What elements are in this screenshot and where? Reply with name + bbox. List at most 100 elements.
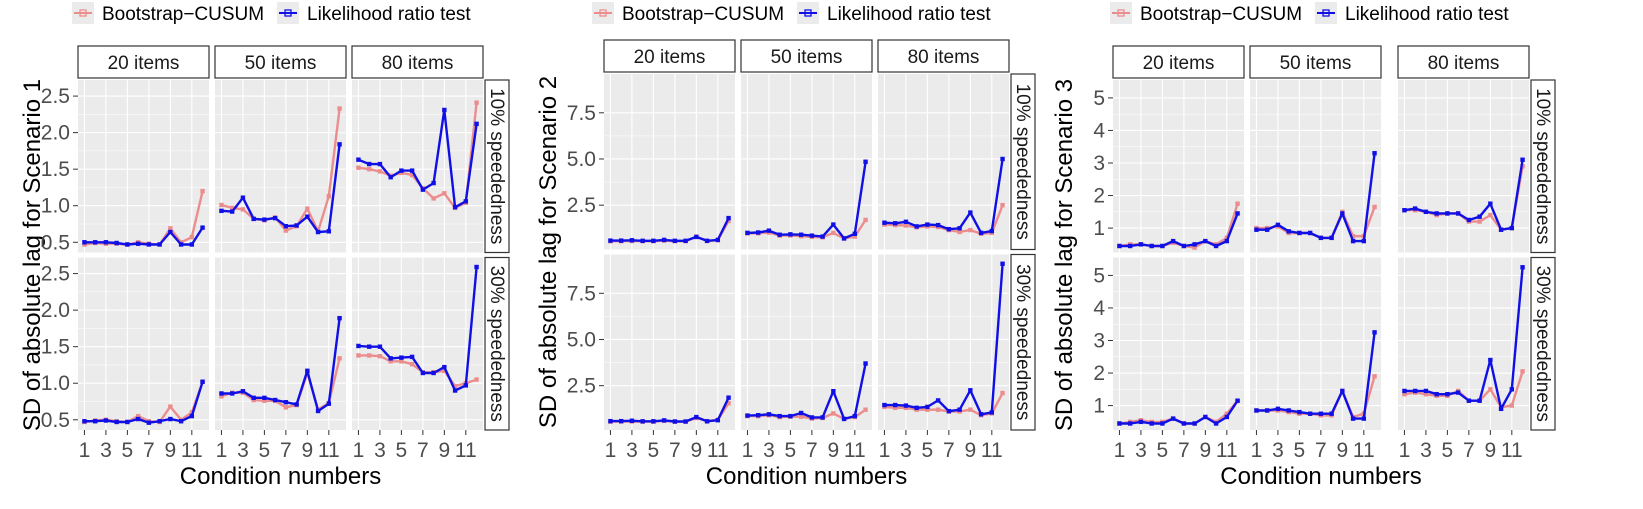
panel-1-2 (215, 80, 346, 253)
x-tick-label: 7 (417, 439, 429, 462)
point-likelihood-ratio-test (1466, 217, 1472, 223)
point-bootstrap-cusum (366, 166, 372, 172)
point-likelihood-ratio-test (305, 368, 310, 373)
point-likelihood-ratio-test (882, 402, 887, 408)
point-likelihood-ratio-test (103, 240, 109, 245)
point-likelihood-ratio-test (168, 229, 173, 235)
x-tick-label: 5 (259, 439, 271, 462)
legend-label: Likelihood ratio test (307, 4, 471, 25)
point-bootstrap-cusum (1235, 201, 1240, 206)
point-likelihood-ratio-test (1445, 391, 1450, 397)
point-likelihood-ratio-test (92, 240, 98, 245)
point-likelihood-ratio-test (463, 383, 469, 388)
point-bootstrap-cusum (1192, 245, 1197, 250)
point-likelihood-ratio-test (1181, 243, 1187, 249)
column-strip-background (740, 39, 873, 73)
point-likelihood-ratio-test (1213, 243, 1219, 249)
point-bootstrap-cusum (200, 188, 205, 194)
point-likelihood-ratio-test (892, 402, 898, 408)
point-bootstrap-cusum (726, 401, 731, 406)
y-tick-label: 2.0 (41, 299, 70, 322)
point-likelihood-ratio-test (1170, 238, 1176, 244)
point-likelihood-ratio-test (1264, 227, 1270, 232)
point-likelihood-ratio-test (1361, 416, 1367, 421)
panel-1-3 (878, 74, 1009, 250)
x-tick-label: 5 (922, 439, 934, 462)
point-likelihood-ratio-test (766, 412, 772, 417)
y-axis-title: SD of absolute lag for Scenario 2 (535, 76, 562, 428)
x-tick-label: 1 (742, 439, 754, 462)
point-likelihood-ratio-test (1445, 211, 1450, 216)
point-bootstrap-cusum (219, 202, 224, 208)
legend-key-marker (1117, 9, 1125, 17)
point-likelihood-ratio-test (442, 364, 447, 370)
point-likelihood-ratio-test (326, 401, 332, 406)
x-tick-label: 11 (1501, 439, 1523, 462)
point-likelihood-ratio-test (1350, 238, 1356, 244)
point-likelihood-ratio-test (305, 214, 310, 219)
column-strip-background (77, 45, 210, 79)
panel-2-1 (1113, 257, 1244, 430)
point-bootstrap-cusum (409, 172, 415, 178)
point-likelihood-ratio-test (651, 419, 656, 424)
panel-1-1 (1113, 80, 1244, 253)
point-bootstrap-cusum (798, 414, 804, 419)
point-likelihood-ratio-test (272, 215, 278, 221)
point-likelihood-ratio-test (831, 389, 836, 394)
point-likelihood-ratio-test (1498, 406, 1504, 412)
column-strip-label: 80 items (382, 53, 454, 74)
x-tick-label: 7 (1463, 439, 1475, 462)
column-strip-label: 20 items (1143, 53, 1215, 74)
point-likelihood-ratio-test (809, 233, 815, 238)
point-bootstrap-cusum (337, 356, 342, 361)
point-likelihood-ratio-test (852, 231, 858, 236)
point-bootstrap-cusum (1000, 202, 1005, 208)
point-likelihood-ratio-test (82, 240, 87, 245)
point-likelihood-ratio-test (219, 391, 224, 396)
point-bootstrap-cusum (452, 383, 458, 389)
x-tick-label: 9 (165, 439, 177, 462)
point-likelihood-ratio-test (356, 343, 361, 349)
x-tick-label: 3 (1420, 439, 1432, 462)
point-bootstrap-cusum (1000, 390, 1005, 396)
y-tick-label: 7.5 (567, 282, 596, 305)
point-likelihood-ratio-test (474, 121, 479, 127)
point-likelihood-ratio-test (240, 195, 246, 200)
y-tick-label: 5.0 (567, 148, 596, 171)
panel-2-2 (215, 257, 346, 430)
point-likelihood-ratio-test (683, 419, 688, 424)
panel-background (215, 80, 346, 253)
point-likelihood-ratio-test (337, 142, 342, 147)
x-tick-label: 3 (1272, 439, 1284, 462)
point-likelihood-ratio-test (1498, 227, 1504, 232)
panel-1-1 (604, 74, 735, 250)
point-bootstrap-cusum (1372, 204, 1377, 210)
point-likelihood-ratio-test (146, 420, 152, 425)
x-tick-label: 1 (879, 439, 891, 462)
point-likelihood-ratio-test (125, 242, 130, 247)
point-likelihood-ratio-test (946, 226, 952, 232)
x-tick-label: 1 (353, 439, 365, 462)
point-likelihood-ratio-test (892, 221, 898, 226)
point-likelihood-ratio-test (1477, 214, 1482, 219)
scenario-3-chart: Bootstrap−CUSUM Likelihood ratio test 20 i… (1051, 2, 1556, 490)
point-likelihood-ratio-test (1477, 398, 1482, 403)
point-likelihood-ratio-test (262, 217, 267, 222)
point-likelihood-ratio-test (968, 210, 973, 215)
panel-2-3 (352, 257, 483, 430)
point-likelihood-ratio-test (1138, 419, 1144, 425)
point-bootstrap-cusum (935, 407, 941, 412)
y-tick-label: 3 (1093, 152, 1105, 175)
row-strip-background (484, 79, 510, 254)
column-strip-label: 80 items (908, 47, 980, 68)
point-likelihood-ratio-test (388, 356, 393, 361)
legend-key-marker (804, 9, 812, 17)
point-likelihood-ratio-test (863, 361, 868, 366)
panel-2-3 (1398, 257, 1529, 430)
point-likelihood-ratio-test (1455, 390, 1461, 395)
point-likelihood-ratio-test (178, 242, 184, 247)
panel-background (1113, 257, 1244, 430)
legend-likelihood-ratio-test: Likelihood ratio test (797, 2, 991, 25)
point-likelihood-ratio-test (1402, 207, 1407, 213)
x-tick-label: 7 (280, 439, 292, 462)
